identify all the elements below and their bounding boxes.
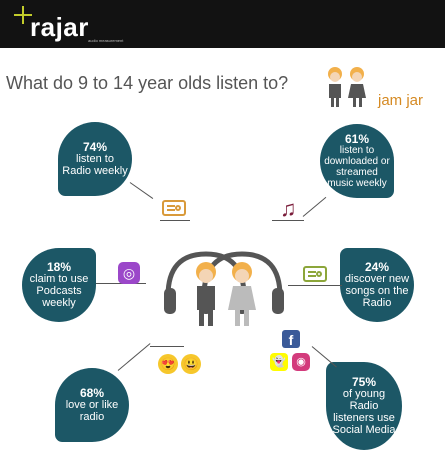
podcast-icon: ◎ [118,262,140,284]
facebook-icon: f [282,330,300,348]
stat-radio-bubble: 74% listen to Radio weekly [58,122,132,196]
connector-line [150,346,184,347]
stat-value: 24% [364,260,390,274]
snapchat-icon: 👻 [270,353,288,371]
connector-line [129,182,154,199]
stat-value: 68% [79,386,105,400]
connector-line [272,220,304,221]
logo-subtext: audio measurement [88,38,124,43]
radio-icon [303,266,327,282]
stat-text: listen to Radio weekly [62,153,128,177]
jamjar-logo: jam jar [378,92,424,109]
connector-line [311,346,337,368]
smile-emoji-icon: 😃 [181,354,201,374]
stat-text: listen to downloaded or streamed music w… [324,145,390,189]
connector-line [117,343,151,371]
stat-text: love or like radio [65,399,119,423]
jamjar-kids-icon [328,67,366,107]
stat-value: 61% [344,132,370,146]
stat-podcasts-bubble: 18% claim to use Podcasts weekly [22,248,96,322]
heart-eyes-emoji-icon: 😍 [158,354,178,374]
instagram-icon: ◉ [292,353,310,371]
stat-value: 18% [46,260,72,274]
stat-text: discover new songs on the Radio [344,273,410,309]
stat-streamed-bubble: 61% listen to downloaded or streamed mus… [320,124,394,198]
stat-text: of young Radio listeners use Social Medi… [332,388,396,436]
connector-line [302,196,327,217]
kids-headphones-icon [164,251,284,326]
stat-value: 75% [351,375,377,389]
music-note-icon: ♫ [280,196,297,221]
radio-icon [162,200,186,216]
stat-value: 74% [82,140,108,154]
connector-line [288,285,342,286]
stat-text: claim to use Podcasts weekly [29,273,89,309]
stat-love-bubble: 68% love or like radio [55,368,129,442]
connector-line [160,220,190,221]
stat-social-bubble: 75% of young Radio listeners use Social … [326,362,402,450]
page-title: What do 9 to 14 year olds listen to? [6,73,289,93]
rajar-logo: rajar [30,12,89,42]
header-bar: rajar audio measurement [0,0,445,48]
logo-plus-icon [14,6,32,24]
stat-discover-bubble: 24% discover new songs on the Radio [340,248,414,322]
